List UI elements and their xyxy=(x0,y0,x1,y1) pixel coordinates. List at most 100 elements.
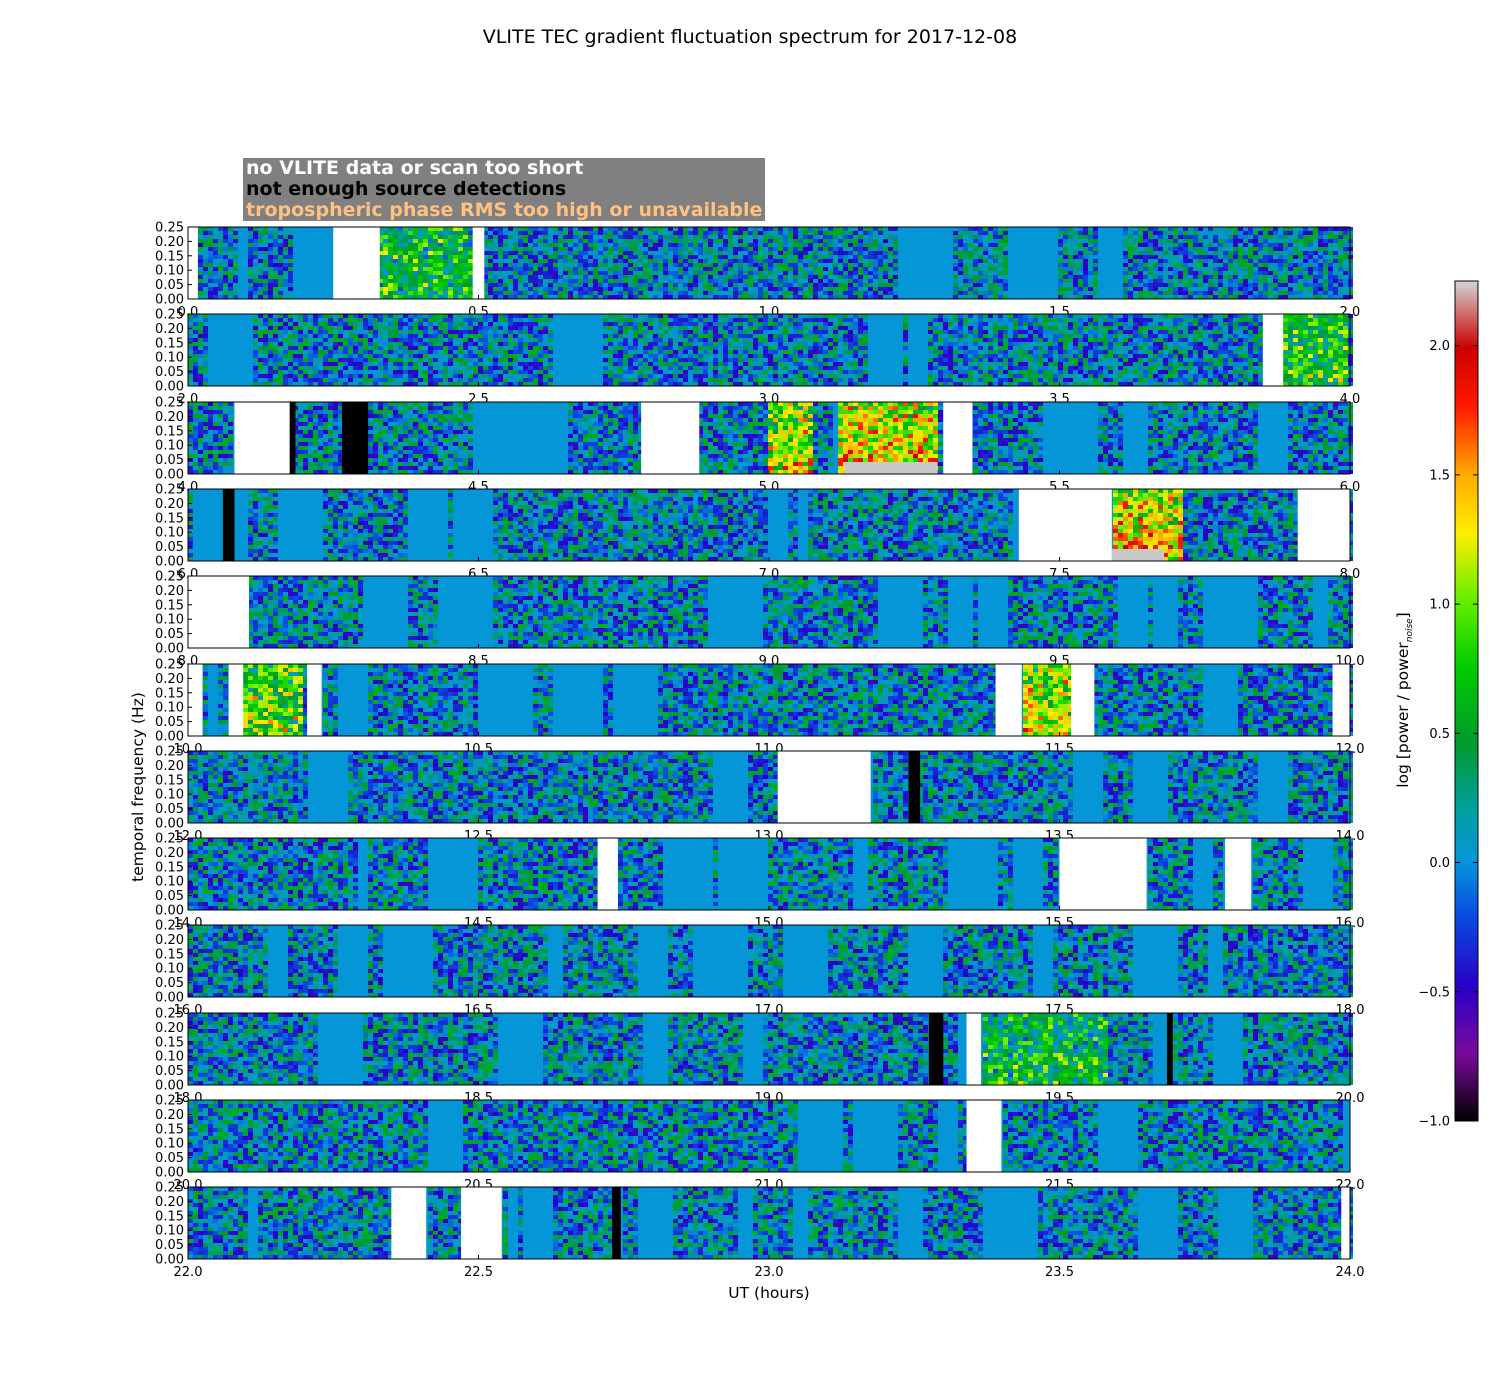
spectrum-cell xyxy=(533,227,538,231)
spectrum-cell xyxy=(438,271,443,275)
spectrum-cell xyxy=(513,291,518,295)
spectrum-cell xyxy=(453,235,458,239)
spectrum-cell xyxy=(513,275,518,279)
spectrum-cell xyxy=(258,231,263,235)
spectrum-cell xyxy=(568,235,573,239)
spectrum-cell xyxy=(278,291,283,295)
spectrum-cell xyxy=(253,283,258,287)
spectrum-cell xyxy=(458,279,463,283)
spectrum-cell xyxy=(458,251,463,255)
spectrum-cell xyxy=(513,267,518,271)
spectrum-cell xyxy=(253,291,258,295)
spectrum-cell xyxy=(393,259,398,263)
spectrum-cell xyxy=(503,259,508,263)
spectrum-cell xyxy=(583,243,588,247)
spectrum-cell xyxy=(538,247,543,251)
spectrum-cell xyxy=(283,287,288,291)
spectrum-cell xyxy=(413,287,418,291)
spectrum-cell xyxy=(553,287,558,291)
spectrum-cell xyxy=(203,251,208,255)
spectrum-cell xyxy=(573,251,578,255)
spectrum-cell xyxy=(208,243,213,247)
spectrum-cell xyxy=(413,271,418,275)
spectrum-cell xyxy=(538,279,543,283)
spectrum-cell xyxy=(273,283,278,287)
spectrum-cell xyxy=(263,231,268,235)
spectrum-cell xyxy=(573,243,578,247)
spectrum-cell xyxy=(273,291,278,295)
spectrum-cell xyxy=(283,291,288,295)
spectrum-cell xyxy=(423,271,428,275)
spectrum-cell xyxy=(583,227,588,231)
spectrum-cell xyxy=(528,231,533,235)
spectrum-cell xyxy=(538,271,543,275)
spectrum-cell xyxy=(508,227,513,231)
spectrum-cell xyxy=(278,259,283,263)
spectrum-cell xyxy=(438,231,443,235)
spectrum-cell xyxy=(453,279,458,283)
spectrum-cell xyxy=(213,279,218,283)
spectrum-cell xyxy=(488,227,493,231)
spectrum-cell xyxy=(488,271,493,275)
spectrum-cell xyxy=(383,231,388,235)
spectrum-cell xyxy=(223,287,228,291)
spectrum-cell xyxy=(463,239,468,243)
spectrum-cell xyxy=(203,287,208,291)
spectrum-cell xyxy=(443,259,448,263)
spectrum-cell xyxy=(398,279,403,283)
spectrum-cell xyxy=(413,267,418,271)
spectrum-cell xyxy=(443,271,448,275)
spectrum-cell xyxy=(288,235,293,239)
spectrum-cell xyxy=(253,279,258,283)
spectrum-cell xyxy=(393,279,398,283)
spectrum-cell xyxy=(203,231,208,235)
spectrum-cell xyxy=(288,259,293,263)
spectrum-cell xyxy=(223,267,228,271)
spectrum-cell xyxy=(503,295,508,299)
spectrum-cell xyxy=(393,231,398,235)
spectrum-cell xyxy=(563,231,568,235)
spectrum-cell xyxy=(498,251,503,255)
spectrum-cell xyxy=(253,271,258,275)
spectrum-cell xyxy=(533,235,538,239)
spectrum-cell xyxy=(433,243,438,247)
spectrum-cell xyxy=(453,251,458,255)
spectrum-cell xyxy=(268,243,273,247)
spectrum-cell xyxy=(493,239,498,243)
spectrum-cell xyxy=(488,247,493,251)
spectrum-cell xyxy=(498,283,503,287)
spectrum-cell xyxy=(383,227,388,231)
spectrum-cell xyxy=(418,243,423,247)
spectrum-cell xyxy=(228,279,233,283)
spectrum-cell xyxy=(468,251,473,255)
spectrum-cell xyxy=(283,275,288,279)
spectrum-cell xyxy=(268,287,273,291)
spectrum-cell xyxy=(248,287,253,291)
spectrum-cell xyxy=(278,271,283,275)
spectrum-cell xyxy=(533,291,538,295)
spectrum-cell xyxy=(198,291,203,295)
spectrum-cell xyxy=(558,247,563,251)
spectrum-cell xyxy=(448,255,453,259)
spectrum-cell xyxy=(388,291,393,295)
spectrum-cell xyxy=(468,255,473,259)
spectrum-cell xyxy=(263,279,268,283)
spectrum-cell xyxy=(218,295,223,299)
spectrum-cell xyxy=(208,279,213,283)
spectrum-cell xyxy=(198,235,203,239)
spectrum-cell xyxy=(208,251,213,255)
panel-0: 0.000.050.100.150.200.250.0 0.5 1.0 1.5 2.0 xyxy=(155,221,1360,321)
spectrum-cell xyxy=(208,227,213,231)
spectrum-cell xyxy=(533,271,538,275)
spectrum-cell xyxy=(558,287,563,291)
spectrum-cell xyxy=(443,255,448,259)
spectrum-cell xyxy=(413,243,418,247)
spectrum-cell xyxy=(233,247,238,251)
spectrum-cell xyxy=(248,255,253,259)
spectrum-cell xyxy=(213,271,218,275)
spectrum-cell xyxy=(453,283,458,287)
spectrum-cell xyxy=(203,227,208,231)
spectrum-cell xyxy=(503,255,508,259)
spectrum-cell xyxy=(498,243,503,247)
spectrum-cell xyxy=(423,263,428,267)
